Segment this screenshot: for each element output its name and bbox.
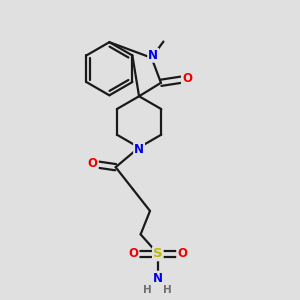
Text: N: N <box>153 272 163 285</box>
Text: O: O <box>182 72 192 85</box>
Text: N: N <box>148 49 158 62</box>
Text: O: O <box>177 247 187 260</box>
Text: O: O <box>88 157 98 169</box>
Text: H: H <box>143 285 152 295</box>
Text: O: O <box>128 247 138 260</box>
Text: N: N <box>134 143 144 156</box>
Text: H: H <box>164 285 172 295</box>
Text: S: S <box>153 247 163 260</box>
